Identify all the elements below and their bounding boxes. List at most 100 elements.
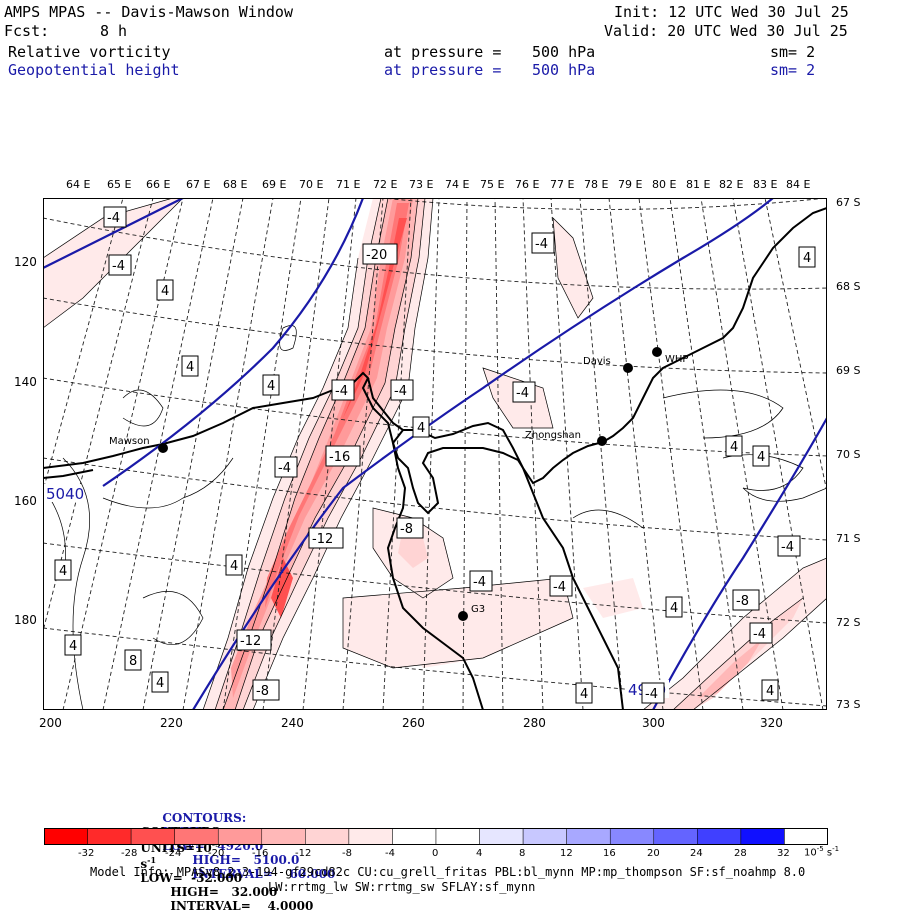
vort-label: 4 [161,284,169,299]
lon-label: 66 E [146,178,171,191]
map-title: AMPS MPAS -- Davis-Mawson Window [4,3,293,21]
vort-label: -4 [781,540,794,555]
stations-layer: Mawson Davis WHP Zhongshan G3 [109,347,688,621]
vort-label: 4 [69,639,77,654]
colorbar-swatch [435,828,480,845]
vort-label: -4 [107,211,120,226]
vort-label: 4 [670,601,678,616]
colorbar-swatch [740,828,785,845]
vorticity-labels: -4 -4 4 4 4 -20 -4 -4 -4 4 4 -4 -16 -4 4… [54,206,816,704]
lon-label: 69 E [262,178,287,191]
vort-label: -12 [312,532,333,547]
vort-contour-info: CONTOURS: UNITS=10-5 s-1 LOW= -32.000 HI… [132,811,313,913]
vort-label: -8 [400,522,413,537]
lat-label: 73 S [836,698,861,711]
station-label: WHP [665,354,688,365]
colorbar-tick: -20 [208,848,225,859]
lon-label: 72 E [373,178,398,191]
field2-pressure-value: 500 hPa [532,61,596,79]
colorbar-unit-base: 10 [804,847,817,859]
colorbar-swatch [261,828,306,845]
lon-label: 71 E [336,178,361,191]
vort-label: 4 [730,440,738,455]
lon-label: 65 E [107,178,132,191]
field1-pressure-label: at pressure = [384,43,502,61]
colorbar-swatch [784,828,828,845]
field1-smooth: sm= 2 [770,43,816,61]
y-tick: 160 [14,494,37,508]
height-contour-interval: INTERVAL= 60.000 [192,867,336,881]
vort-label: -12 [240,634,261,649]
station-dot [158,443,168,453]
colorbar-tick: 8 [519,848,526,859]
vort-label: -4 [535,237,548,252]
lon-label: 68 E [223,178,248,191]
x-tick: 280 [523,716,546,730]
field2-pressure-label: at pressure = [384,61,502,79]
lon-label: 64 E [66,178,91,191]
colorbar-tick: 32 [777,848,790,859]
vort-label: 4 [230,559,238,574]
lon-label: 82 E [719,178,744,191]
colorbar-swatch [697,828,742,845]
vort-label: -4 [112,259,125,274]
x-tick: 220 [160,716,183,730]
map-panel: Mawson Davis WHP Zhongshan G3 5040 4980 … [43,198,827,710]
colorbar-swatch [653,828,698,845]
colorbar [44,828,828,845]
vort-label: -4 [516,386,529,401]
vort-label: 4 [267,379,275,394]
colorbar-tick: 4 [476,848,483,859]
lat-label: 69 S [836,364,861,377]
colorbar-swatch [566,828,611,845]
station-dot [597,436,607,446]
forecast-label: Fcst: [4,22,50,40]
vort-label: -4 [753,627,766,642]
colorbar-swatch [217,828,263,845]
vort-label: -4 [645,687,658,702]
colorbar-swatch [87,828,132,845]
station-label: G3 [471,604,485,615]
lon-label: 79 E [618,178,643,191]
x-tick: 260 [402,716,425,730]
colorbar-tick: -4 [385,848,395,859]
vort-label: -4 [278,461,291,476]
lon-label: 78 E [584,178,609,191]
vort-contour-interval: INTERVAL= 4.0000 [170,899,314,913]
colorbar-tick: 0 [432,848,439,859]
colorbar-tick: -24 [165,848,182,859]
colorbar-swatch [305,828,350,845]
colorbar-swatch [348,828,393,845]
vort-label: 4 [417,421,425,436]
colorbar-tick: -12 [295,848,312,859]
colorbar-tick: -8 [342,848,352,859]
vort-label: -4 [553,580,566,595]
vort-label: 4 [803,251,811,266]
lat-lon-grid [43,198,827,710]
height-label: 5040 [46,485,84,503]
field2-name: Geopotential height [8,61,180,79]
colorbar-swatch [174,828,219,845]
colorbar-tick: -16 [252,848,269,859]
lon-label: 75 E [480,178,505,191]
vort-label: -8 [736,594,749,609]
lon-label: 80 E [652,178,677,191]
station-dot [623,363,633,373]
station-dot [652,347,662,357]
y-tick: 120 [14,255,37,269]
y-tick: 180 [14,613,37,627]
station-label: Mawson [109,436,150,447]
lat-label: 71 S [836,532,861,545]
colorbar-swatch [522,828,567,845]
vort-label: -4 [335,384,348,399]
station-label: Zhongshan [525,430,581,441]
vort-label: 4 [156,676,164,691]
height-contour-label: CONTOURS: [162,811,247,825]
lat-label: 70 S [836,448,861,461]
vort-contour-units-tail: s [140,857,148,871]
lat-label: 67 S [836,196,861,209]
field1-pressure-value: 500 hPa [532,43,596,61]
lon-label: 73 E [409,178,434,191]
valid-time: Valid: 20 UTC Wed 30 Jul 25 [604,22,848,40]
vort-label: -4 [473,575,486,590]
